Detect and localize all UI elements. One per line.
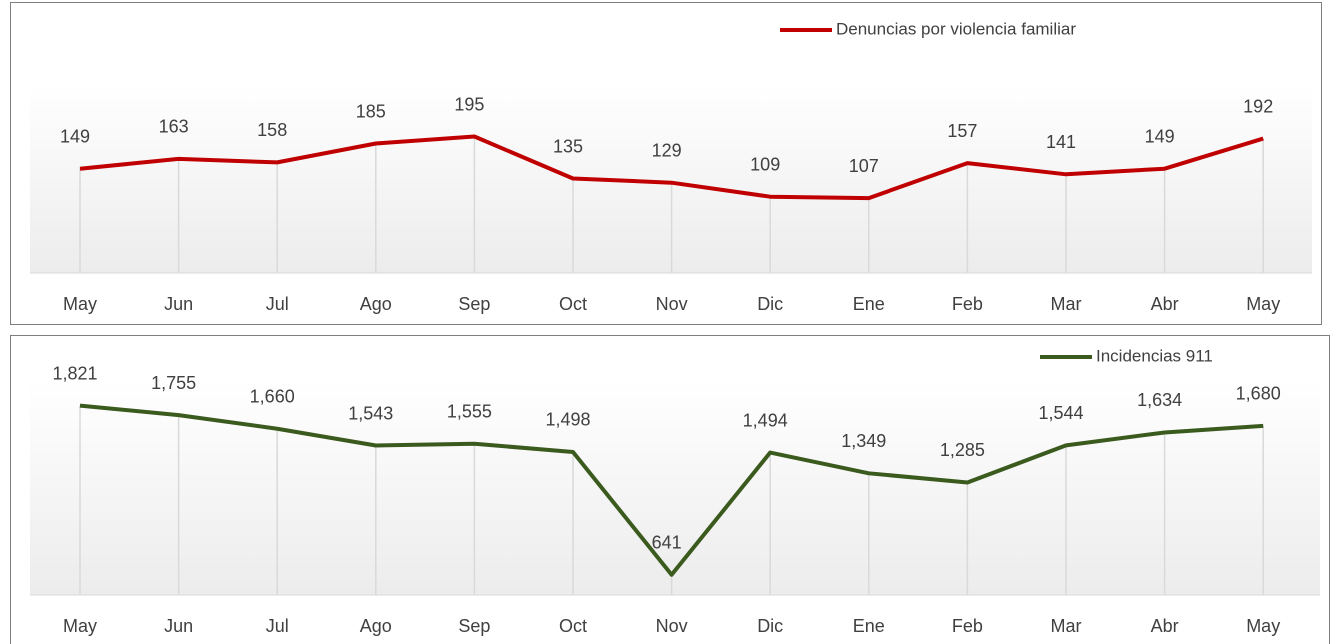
x-tick-label: May bbox=[1246, 616, 1280, 636]
x-tick-label: Jul bbox=[266, 294, 289, 314]
x-tick-label: Jun bbox=[164, 616, 193, 636]
data-label: 1,555 bbox=[447, 402, 492, 422]
x-tick-label: May bbox=[1246, 294, 1280, 314]
series-line bbox=[79, 134, 1264, 201]
data-label: 1,680 bbox=[1236, 384, 1281, 404]
data-label: 163 bbox=[159, 117, 189, 137]
data-label: 1,634 bbox=[1137, 390, 1182, 410]
data-label: 1,755 bbox=[151, 373, 196, 393]
x-tick-label: Feb bbox=[952, 616, 983, 636]
x-tick-label: Ene bbox=[853, 294, 885, 314]
x-tick-label: Ago bbox=[360, 294, 392, 314]
data-label: 1,544 bbox=[1038, 403, 1083, 423]
x-tick-label: Oct bbox=[559, 616, 587, 636]
series-line bbox=[79, 403, 1264, 577]
data-label: 135 bbox=[553, 136, 583, 156]
data-label: 641 bbox=[652, 533, 682, 553]
data-label: 1,821 bbox=[52, 363, 97, 383]
x-tick-label: Nov bbox=[656, 294, 688, 314]
x-tick-label: Mar bbox=[1051, 294, 1082, 314]
data-label: 1,543 bbox=[348, 403, 393, 423]
data-label: 149 bbox=[1145, 126, 1175, 146]
x-tick-label: May bbox=[63, 294, 97, 314]
x-tick-label: Ene bbox=[853, 616, 885, 636]
x-tick-label: Sep bbox=[458, 616, 490, 636]
plot-background bbox=[30, 380, 1320, 595]
x-tick-label: Abr bbox=[1151, 294, 1179, 314]
x-tick-label: Sep bbox=[458, 294, 490, 314]
legend-label: Denuncias por violencia familiar bbox=[836, 19, 1076, 38]
data-label: 1,494 bbox=[743, 410, 788, 430]
legend-label: Incidencias 911 bbox=[1096, 346, 1213, 365]
x-tick-label: Dic bbox=[757, 616, 783, 636]
x-tick-label: Nov bbox=[656, 616, 688, 636]
data-label: 1,285 bbox=[940, 440, 985, 460]
data-label: 141 bbox=[1046, 132, 1076, 152]
x-tick-label: Ago bbox=[360, 616, 392, 636]
data-label: 1,349 bbox=[841, 431, 886, 451]
x-tick-label: Feb bbox=[952, 294, 983, 314]
data-label: 1,498 bbox=[545, 410, 590, 430]
x-tick-label: Mar bbox=[1051, 616, 1082, 636]
data-label: 1,660 bbox=[250, 386, 295, 406]
data-label: 195 bbox=[454, 94, 484, 114]
data-label: 149 bbox=[60, 126, 90, 146]
data-label: 185 bbox=[356, 101, 386, 121]
data-label: 129 bbox=[652, 140, 682, 160]
data-label: 158 bbox=[257, 120, 287, 140]
x-tick-label: Jul bbox=[266, 616, 289, 636]
data-label: 107 bbox=[849, 156, 879, 176]
x-tick-label: May bbox=[63, 616, 97, 636]
data-label: 192 bbox=[1243, 96, 1273, 116]
x-tick-label: Dic bbox=[757, 294, 783, 314]
x-tick-label: Abr bbox=[1151, 616, 1179, 636]
data-label: 109 bbox=[750, 154, 780, 174]
x-tick-label: Jun bbox=[164, 294, 193, 314]
x-tick-label: Oct bbox=[559, 294, 587, 314]
data-label: 157 bbox=[947, 121, 977, 141]
